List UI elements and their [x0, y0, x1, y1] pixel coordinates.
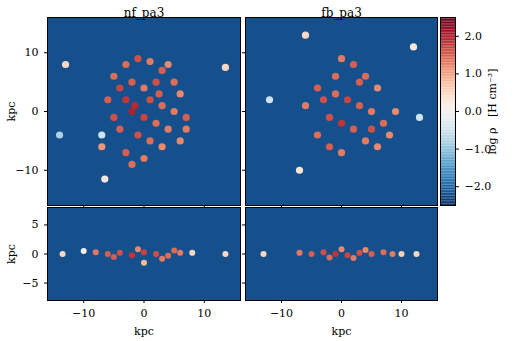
svg-text:10: 10 — [25, 46, 39, 59]
svg-text:0: 0 — [32, 105, 39, 118]
svg-text:−10: −10 — [72, 307, 95, 320]
svg-text:2.0: 2.0 — [465, 30, 483, 43]
svg-text:0: 0 — [338, 307, 345, 320]
svg-text:0.0: 0.0 — [465, 105, 483, 118]
svg-text:−10: −10 — [270, 307, 293, 320]
svg-text:5: 5 — [32, 218, 39, 231]
svg-text:kpc: kpc — [5, 102, 18, 122]
svg-text:1.0: 1.0 — [465, 67, 483, 80]
svg-text:−5: −5 — [22, 277, 38, 290]
svg-text:kpc: kpc — [332, 325, 352, 338]
svg-text:log ρ [H cm⁻³]: log ρ [H cm⁻³] — [486, 68, 499, 154]
svg-text:10: 10 — [197, 307, 211, 320]
svg-text:kpc: kpc — [134, 325, 154, 338]
svg-text:−2.0: −2.0 — [465, 180, 492, 193]
svg-text:0: 0 — [32, 248, 39, 261]
svg-text:fb_pa3: fb_pa3 — [321, 6, 362, 20]
svg-text:−1.0: −1.0 — [464, 142, 492, 156]
svg-text:−10: −10 — [15, 164, 38, 177]
svg-text:kpc: kpc — [5, 244, 18, 264]
svg-text:10: 10 — [395, 307, 409, 320]
svg-text:nf_pa3: nf_pa3 — [124, 6, 165, 20]
svg-text:0: 0 — [141, 307, 148, 320]
